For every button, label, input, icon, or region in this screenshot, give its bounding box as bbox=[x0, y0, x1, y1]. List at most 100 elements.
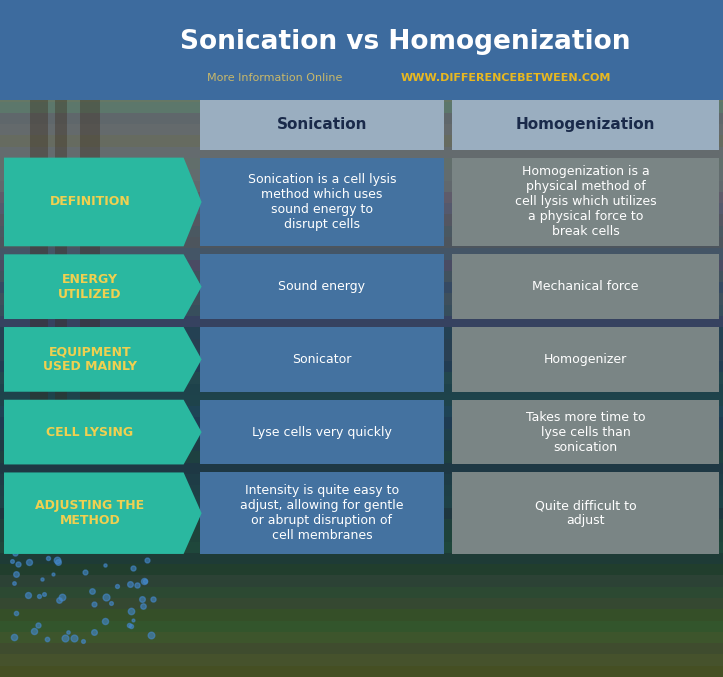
FancyBboxPatch shape bbox=[0, 90, 723, 104]
FancyBboxPatch shape bbox=[0, 305, 723, 318]
FancyBboxPatch shape bbox=[0, 147, 723, 160]
FancyBboxPatch shape bbox=[0, 124, 723, 137]
FancyBboxPatch shape bbox=[200, 255, 444, 319]
FancyBboxPatch shape bbox=[0, 192, 723, 205]
FancyBboxPatch shape bbox=[0, 338, 723, 352]
FancyBboxPatch shape bbox=[200, 399, 444, 464]
FancyBboxPatch shape bbox=[200, 473, 444, 554]
FancyBboxPatch shape bbox=[453, 255, 719, 319]
FancyBboxPatch shape bbox=[0, 225, 723, 239]
FancyBboxPatch shape bbox=[0, 293, 723, 307]
FancyBboxPatch shape bbox=[0, 384, 723, 397]
FancyBboxPatch shape bbox=[200, 327, 444, 392]
FancyBboxPatch shape bbox=[0, 474, 723, 487]
FancyBboxPatch shape bbox=[0, 462, 723, 476]
FancyBboxPatch shape bbox=[0, 665, 723, 677]
FancyBboxPatch shape bbox=[0, 587, 723, 600]
FancyBboxPatch shape bbox=[0, 113, 723, 126]
FancyBboxPatch shape bbox=[453, 158, 719, 246]
FancyBboxPatch shape bbox=[0, 45, 723, 58]
FancyBboxPatch shape bbox=[0, 609, 723, 623]
Text: CELL LYSING: CELL LYSING bbox=[46, 426, 133, 439]
FancyBboxPatch shape bbox=[30, 80, 48, 440]
FancyBboxPatch shape bbox=[0, 361, 723, 374]
Text: Quite difficult to
adjust: Quite difficult to adjust bbox=[535, 499, 636, 527]
FancyBboxPatch shape bbox=[0, 215, 723, 227]
FancyBboxPatch shape bbox=[0, 34, 723, 47]
FancyBboxPatch shape bbox=[0, 259, 723, 273]
Text: More Information Online: More Information Online bbox=[207, 73, 343, 83]
FancyBboxPatch shape bbox=[0, 564, 723, 577]
FancyBboxPatch shape bbox=[0, 508, 723, 521]
FancyBboxPatch shape bbox=[0, 429, 723, 442]
FancyBboxPatch shape bbox=[0, 519, 723, 532]
FancyBboxPatch shape bbox=[0, 327, 723, 341]
FancyBboxPatch shape bbox=[453, 327, 719, 392]
FancyBboxPatch shape bbox=[200, 158, 444, 246]
FancyBboxPatch shape bbox=[0, 102, 723, 115]
FancyBboxPatch shape bbox=[0, 542, 723, 555]
Text: ENERGY
UTILIZED: ENERGY UTILIZED bbox=[58, 273, 121, 301]
FancyBboxPatch shape bbox=[0, 56, 723, 70]
Text: EQUIPMENT
USED MAINLY: EQUIPMENT USED MAINLY bbox=[43, 345, 137, 374]
Text: Sonicator: Sonicator bbox=[292, 353, 351, 366]
FancyBboxPatch shape bbox=[0, 553, 723, 566]
FancyBboxPatch shape bbox=[0, 621, 723, 634]
FancyBboxPatch shape bbox=[0, 598, 723, 611]
FancyBboxPatch shape bbox=[0, 203, 723, 217]
FancyBboxPatch shape bbox=[0, 22, 723, 36]
FancyBboxPatch shape bbox=[453, 100, 719, 150]
FancyBboxPatch shape bbox=[0, 282, 723, 295]
FancyBboxPatch shape bbox=[0, 655, 723, 668]
Polygon shape bbox=[4, 158, 202, 246]
Text: Mechanical force: Mechanical force bbox=[532, 280, 639, 293]
Text: Homogenizer: Homogenizer bbox=[544, 353, 628, 366]
FancyBboxPatch shape bbox=[80, 80, 100, 440]
FancyBboxPatch shape bbox=[0, 158, 723, 171]
FancyBboxPatch shape bbox=[0, 485, 723, 498]
Text: Sound energy: Sound energy bbox=[278, 280, 365, 293]
FancyBboxPatch shape bbox=[0, 350, 723, 363]
Text: Homogenization is a
physical method of
cell lysis which utilizes
a physical forc: Homogenization is a physical method of c… bbox=[515, 165, 656, 238]
FancyBboxPatch shape bbox=[0, 452, 723, 464]
FancyBboxPatch shape bbox=[0, 0, 723, 14]
FancyBboxPatch shape bbox=[0, 575, 723, 589]
FancyBboxPatch shape bbox=[0, 372, 723, 386]
FancyBboxPatch shape bbox=[0, 68, 723, 81]
FancyBboxPatch shape bbox=[55, 80, 67, 440]
FancyBboxPatch shape bbox=[453, 473, 719, 554]
FancyBboxPatch shape bbox=[0, 418, 723, 431]
FancyBboxPatch shape bbox=[0, 79, 723, 92]
Text: Sonication: Sonication bbox=[277, 117, 367, 133]
FancyBboxPatch shape bbox=[0, 0, 723, 100]
Polygon shape bbox=[4, 473, 202, 554]
Text: ADJUSTING THE
METHOD: ADJUSTING THE METHOD bbox=[35, 499, 145, 527]
Text: Homogenization: Homogenization bbox=[516, 117, 655, 133]
Text: Sonication vs Homogenization: Sonication vs Homogenization bbox=[179, 29, 630, 55]
FancyBboxPatch shape bbox=[0, 271, 723, 284]
Polygon shape bbox=[4, 327, 202, 392]
FancyBboxPatch shape bbox=[0, 248, 723, 261]
FancyBboxPatch shape bbox=[0, 643, 723, 657]
FancyBboxPatch shape bbox=[0, 530, 723, 544]
FancyBboxPatch shape bbox=[0, 632, 723, 645]
Text: DEFINITION: DEFINITION bbox=[49, 196, 130, 209]
FancyBboxPatch shape bbox=[0, 496, 723, 510]
FancyBboxPatch shape bbox=[453, 399, 719, 464]
FancyBboxPatch shape bbox=[0, 181, 723, 194]
Text: Lyse cells very quickly: Lyse cells very quickly bbox=[252, 426, 392, 439]
FancyBboxPatch shape bbox=[0, 237, 723, 250]
FancyBboxPatch shape bbox=[0, 395, 723, 408]
Text: WWW.DIFFERENCEBETWEEN.COM: WWW.DIFFERENCEBETWEEN.COM bbox=[401, 73, 611, 83]
Text: Sonication is a cell lysis
method which uses
sound energy to
disrupt cells: Sonication is a cell lysis method which … bbox=[248, 173, 396, 231]
FancyBboxPatch shape bbox=[0, 135, 723, 149]
FancyBboxPatch shape bbox=[0, 406, 723, 420]
Text: Takes more time to
lyse cells than
sonication: Takes more time to lyse cells than sonic… bbox=[526, 410, 646, 454]
FancyBboxPatch shape bbox=[0, 169, 723, 183]
Text: Intensity is quite easy to
adjust, allowing for gentle
or abrupt disruption of
c: Intensity is quite easy to adjust, allow… bbox=[240, 484, 403, 542]
Polygon shape bbox=[4, 255, 202, 319]
Polygon shape bbox=[4, 399, 202, 464]
FancyBboxPatch shape bbox=[200, 100, 444, 150]
FancyBboxPatch shape bbox=[0, 316, 723, 329]
FancyBboxPatch shape bbox=[0, 440, 723, 454]
